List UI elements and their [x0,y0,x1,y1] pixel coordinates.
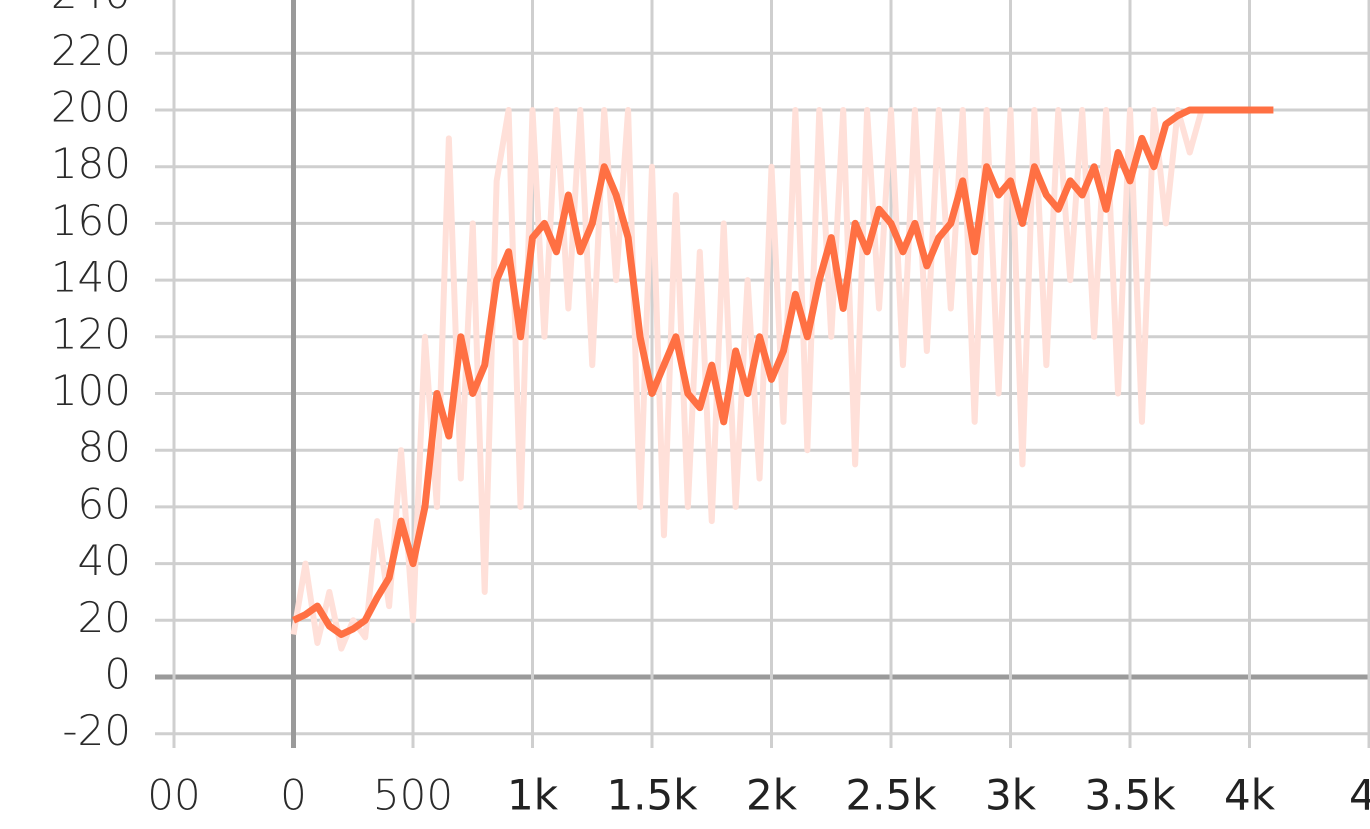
x-tick-label: 4. [1349,771,1370,820]
x-tick-label: 4k [1224,771,1276,820]
y-tick-label: 20 [78,593,131,642]
x-tick-label: 3k [985,771,1037,820]
y-tick-label: 240 [51,0,131,18]
x-tick-label: 0 [280,771,307,820]
y-tick-label: 160 [51,196,131,245]
x-tick-label: 1.5k [606,771,698,820]
y-tick-label: 120 [51,309,131,358]
y-tick-label: 100 [51,366,131,415]
x-tick-label: 1k [507,771,559,820]
series-line [290,107,1274,652]
x-tick-label: 3.5k [1084,771,1176,820]
y-tick-label: 180 [51,139,131,188]
y-tick-label: 140 [51,253,131,302]
y-tick-label: 200 [51,83,131,132]
x-tick-label: 2k [746,771,798,820]
y-tick-label: 40 [78,536,131,585]
y-tick-label: 220 [51,26,131,75]
y-tick-label: 80 [78,423,131,472]
y-tick-label: 0 [104,650,131,699]
y-tick-label: 60 [78,479,131,528]
x-tick-label: 00 [147,771,200,820]
y-tick-label: -20 [62,706,131,755]
x-tick-label: 2.5k [845,771,937,820]
series-line [291,106,1274,638]
x-tick-label: 500 [373,771,453,820]
